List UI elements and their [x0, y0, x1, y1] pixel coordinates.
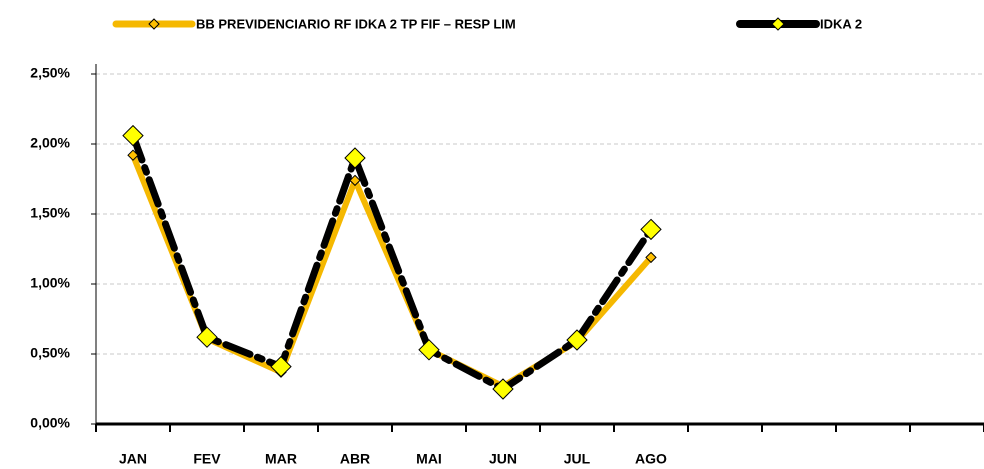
y-tick-label: 1,50%	[30, 205, 70, 221]
marker	[196, 326, 218, 348]
x-tick-label: JUL	[564, 451, 591, 467]
y-tick-label: 2,00%	[30, 135, 70, 151]
legend-marker	[148, 18, 160, 30]
marker	[640, 218, 662, 241]
marker	[645, 251, 657, 264]
marker	[344, 147, 366, 169]
y-tick-label: 1,00%	[30, 275, 70, 291]
x-tick-label: MAI	[416, 451, 442, 467]
marker	[270, 355, 292, 378]
y-tick-label: 0,00%	[30, 415, 70, 431]
series-line	[129, 132, 655, 393]
marker	[492, 378, 514, 400]
marker	[418, 339, 440, 361]
x-tick-label: ABR	[340, 451, 370, 467]
x-tick-label: AGO	[635, 451, 667, 467]
y-tick-label: 0,50%	[30, 345, 70, 361]
legend-label: BB PREVIDENCIARIO RF IDKA 2 TP FIF – RES…	[196, 16, 516, 31]
marker	[122, 124, 144, 147]
marker	[349, 174, 361, 187]
marker	[566, 329, 588, 351]
x-tick-label: JUN	[489, 451, 517, 467]
y-tick-label: 2,50%	[30, 65, 70, 81]
legend-marker	[771, 17, 785, 31]
x-tick-label: MAR	[265, 451, 297, 467]
x-tick-label: FEV	[193, 451, 221, 467]
x-tick-label: JAN	[119, 451, 147, 467]
series-line	[130, 154, 654, 390]
marker	[127, 149, 139, 161]
legend-label: IDKA 2	[820, 16, 862, 31]
